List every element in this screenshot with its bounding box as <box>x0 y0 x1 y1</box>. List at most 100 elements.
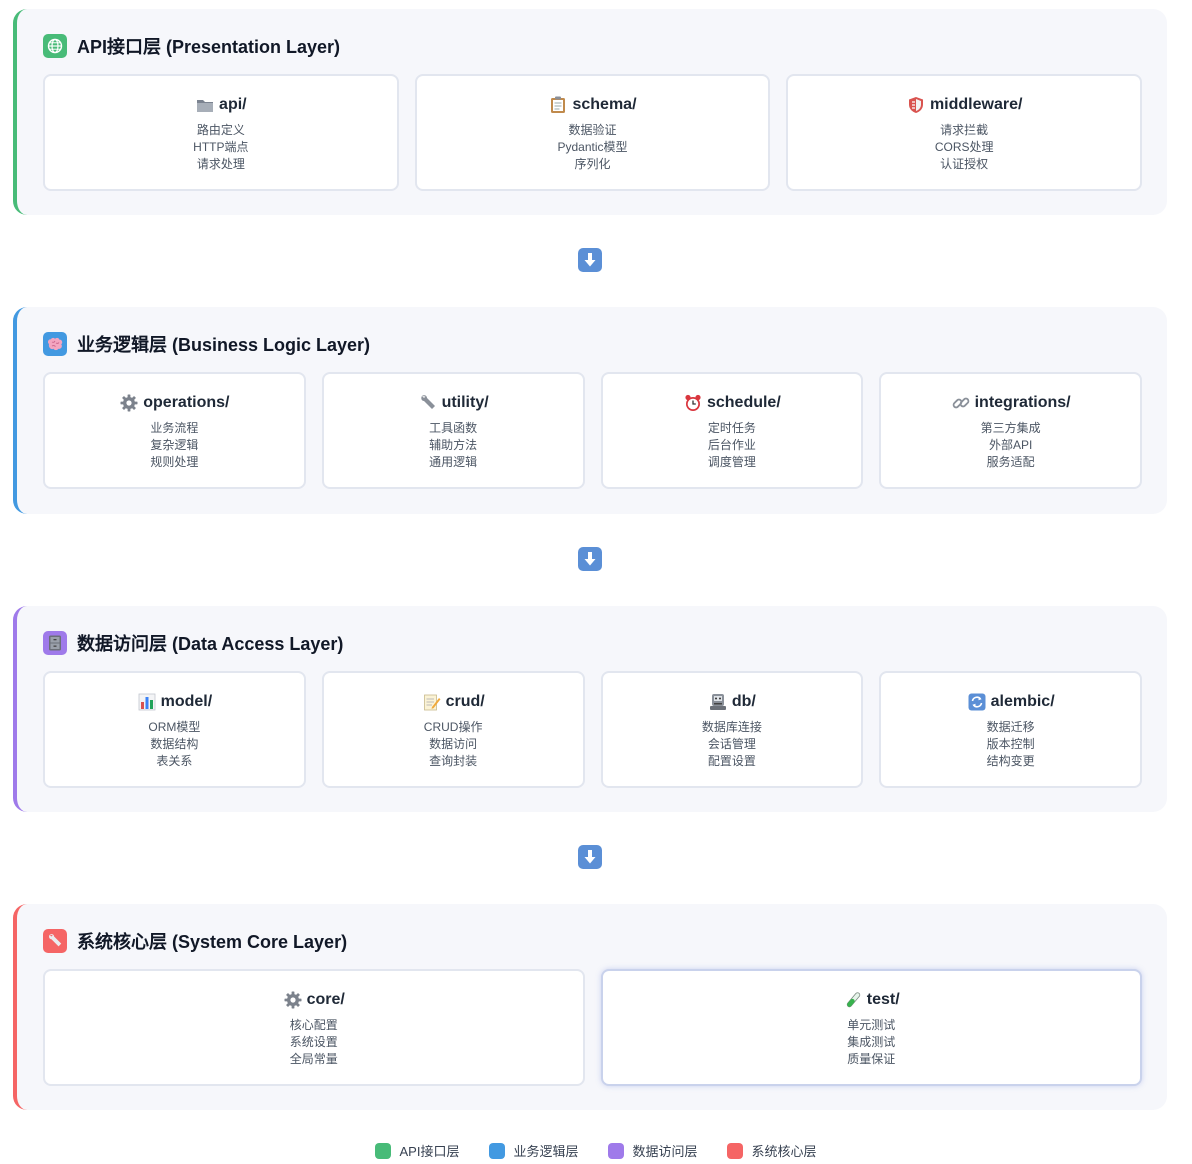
legend-item-api: API接口层 <box>375 1141 459 1160</box>
legend-item-data: 数据访问层 <box>608 1141 697 1160</box>
module-cards: api/ 路由定义 HTTP端点 请求处理 schema/ 数据验证 Pydan… <box>43 74 1143 191</box>
module-desc: 路由定义 <box>196 123 245 137</box>
module-desc: 系统设置 <box>289 1035 338 1049</box>
layer-title: 业务逻辑层 (Business Logic Layer) <box>77 335 371 355</box>
layer-header: 数据访问层 (Data Access Layer) <box>43 630 1142 656</box>
legend: API接口层 业务逻辑层 数据访问层 系统核心层 <box>0 1141 1192 1160</box>
shield-icon <box>906 95 926 115</box>
module-title: core/ <box>306 991 345 1008</box>
module-desc: CRUD操作 <box>423 720 483 734</box>
bar-chart-icon <box>137 692 157 712</box>
globe-icon <box>43 34 67 58</box>
module-title: db/ <box>731 693 756 710</box>
module-desc: ORM模型 <box>148 720 201 734</box>
module-desc: CORS处理 <box>934 140 994 154</box>
module-desc: 后台作业 <box>707 438 756 452</box>
layer-header: 业务逻辑层 (Business Logic Layer) <box>43 331 1142 357</box>
legend-label: API接口层 <box>399 1144 460 1159</box>
module-desc: 定时任务 <box>707 421 756 435</box>
module-desc: 请求处理 <box>196 157 245 171</box>
layer-title: 数据访问层 (Data Access Layer) <box>77 634 344 654</box>
module-card-utility: utility/ 工具函数 辅助方法 通用逻辑 <box>321 372 585 489</box>
module-card-operations: operations/ 业务流程 复杂逻辑 规则处理 <box>43 372 306 489</box>
folder-icon <box>195 95 215 115</box>
module-card-db: db/ 数据库连接 会话管理 配置设置 <box>600 671 864 788</box>
module-desc: 工具函数 <box>429 421 478 435</box>
file-cabinet-icon <box>43 631 67 655</box>
module-card-api: api/ 路由定义 HTTP端点 请求处理 <box>43 74 399 191</box>
module-title: operations/ <box>143 394 230 411</box>
module-desc: 配置设置 <box>707 754 756 768</box>
layer-header: 系统核心层 (System Core Layer) <box>43 928 1142 954</box>
module-cards: operations/ 业务流程 复杂逻辑 规则处理 utility/ 工具函数… <box>43 372 1142 489</box>
legend-item-business: 业务逻辑层 <box>489 1141 578 1160</box>
module-desc: 数据验证 <box>568 123 617 137</box>
alarm-clock-icon <box>683 393 703 413</box>
module-desc: 核心配置 <box>289 1018 338 1032</box>
memo-icon <box>422 692 442 712</box>
module-card-schema: schema/ 数据验证 Pydantic模型 序列化 <box>414 74 771 191</box>
legend-swatch <box>608 1142 625 1159</box>
legend-swatch <box>489 1142 506 1159</box>
layer-header: API接口层 (Presentation Layer) <box>43 33 1142 59</box>
module-desc: 版本控制 <box>986 737 1035 751</box>
module-desc: 集成测试 <box>847 1035 896 1049</box>
legend-label: 系统核心层 <box>751 1144 817 1159</box>
module-desc: 质量保证 <box>847 1052 896 1066</box>
legend-label: 业务逻辑层 <box>513 1144 579 1159</box>
module-title: utility/ <box>441 394 489 411</box>
module-title: schema/ <box>572 96 637 113</box>
legend-item-core: 系统核心层 <box>727 1141 817 1160</box>
module-title: alembic/ <box>990 693 1055 710</box>
module-desc: 复杂逻辑 <box>150 438 199 452</box>
module-cards: core/ 核心配置 系统设置 全局常量 test/ 单元测试 集成测试 质量保… <box>43 969 1142 1086</box>
module-desc: 认证授权 <box>940 157 989 171</box>
module-desc: 业务流程 <box>150 421 199 435</box>
module-card-crud: crud/ CRUD操作 数据访问 查询封装 <box>321 671 585 788</box>
legend-swatch <box>727 1142 744 1159</box>
module-desc: 服务适配 <box>986 455 1035 469</box>
module-card-integrations: integrations/ 第三方集成 外部API 服务适配 <box>879 372 1142 489</box>
module-card-test: test/ 单元测试 集成测试 质量保证 <box>600 969 1142 1086</box>
module-card-core: core/ 核心配置 系统设置 全局常量 <box>43 969 585 1086</box>
module-desc: 调度管理 <box>707 455 756 469</box>
arrow-down-icon <box>578 845 602 869</box>
link-icon <box>951 393 971 413</box>
module-card-model: model/ ORM模型 数据结构 表关系 <box>43 671 306 788</box>
module-desc: 数据访问 <box>429 737 478 751</box>
module-desc: 结构变更 <box>986 754 1035 768</box>
module-desc: 数据结构 <box>150 737 199 751</box>
gear-icon <box>119 393 139 413</box>
module-desc: Pydantic模型 <box>557 140 628 154</box>
wrench-icon <box>418 393 438 413</box>
module-desc: 通用逻辑 <box>429 455 478 469</box>
arrow-down-icon <box>578 547 602 571</box>
module-desc: 查询封装 <box>429 754 478 768</box>
brain-icon <box>43 332 67 356</box>
layer-presentation: API接口层 (Presentation Layer) api/ 路由定义 HT… <box>13 9 1167 215</box>
module-desc: 会话管理 <box>707 737 756 751</box>
module-card-middleware: middleware/ 请求拦截 CORS处理 认证授权 <box>786 74 1143 191</box>
module-desc: 外部API <box>988 438 1033 452</box>
wrench-icon <box>43 929 67 953</box>
module-desc: HTTP端点 <box>193 140 249 154</box>
layer-data-access: 数据访问层 (Data Access Layer) model/ ORM模型 数… <box>13 606 1167 812</box>
layer-business-logic: 业务逻辑层 (Business Logic Layer) operations/… <box>13 307 1167 514</box>
database-icon <box>708 692 728 712</box>
module-title: test/ <box>866 991 900 1008</box>
legend-swatch <box>375 1142 392 1159</box>
module-card-schedule: schedule/ 定时任务 后台作业 调度管理 <box>600 372 864 489</box>
module-desc: 第三方集成 <box>980 421 1041 435</box>
module-title: model/ <box>160 693 213 710</box>
layer-title: 系统核心层 (System Core Layer) <box>77 932 348 952</box>
module-desc: 辅助方法 <box>429 438 478 452</box>
module-desc: 序列化 <box>574 157 611 171</box>
clipboard-icon <box>548 95 568 115</box>
gear-icon <box>283 990 303 1010</box>
layer-title: API接口层 (Presentation Layer) <box>77 37 341 57</box>
module-desc: 数据库连接 <box>701 720 762 734</box>
layer-system-core: 系统核心层 (System Core Layer) core/ 核心配置 系统设… <box>13 904 1167 1110</box>
module-desc: 表关系 <box>156 754 193 768</box>
module-cards: model/ ORM模型 数据结构 表关系 crud/ CRUD操作 数据访问 … <box>43 671 1142 788</box>
module-title: schedule/ <box>706 394 781 411</box>
